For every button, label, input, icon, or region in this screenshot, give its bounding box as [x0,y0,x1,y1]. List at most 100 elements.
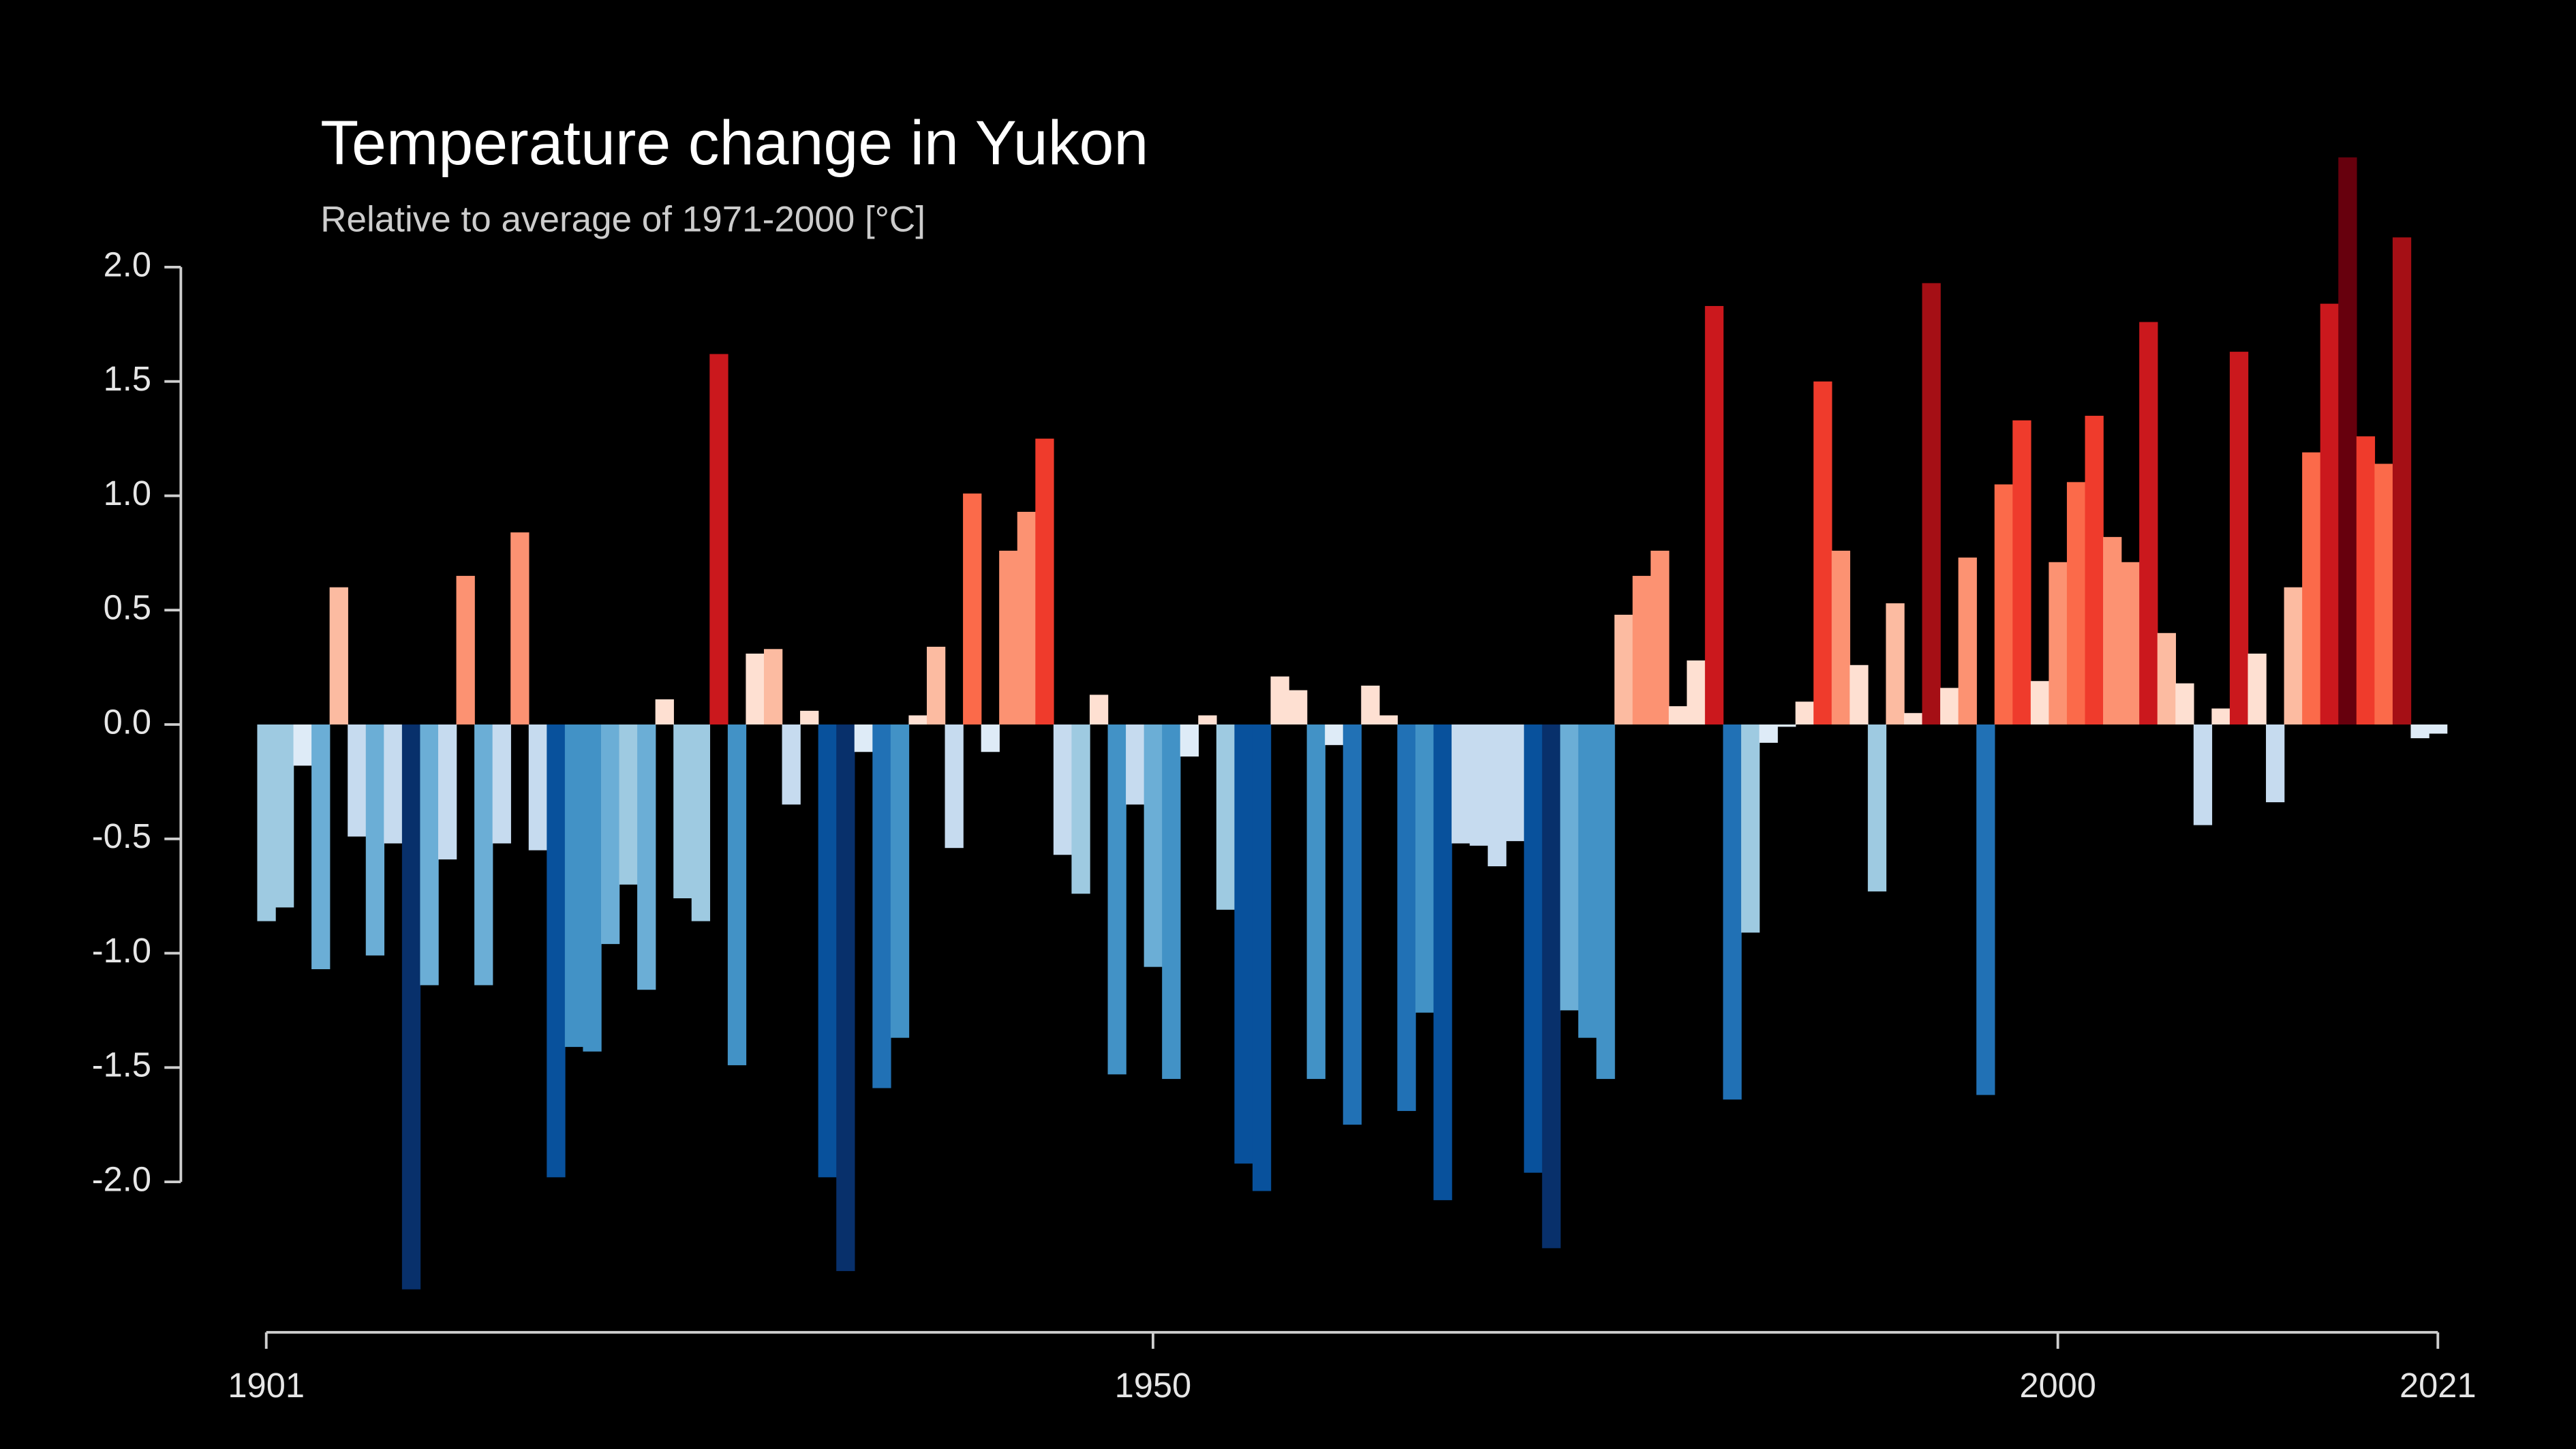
bar [456,575,475,724]
bar [709,354,729,724]
y-tick-label: -0.5 [92,817,151,855]
bar [293,724,312,766]
bar [1759,724,1778,743]
bar [1289,690,1308,724]
bar [727,724,747,1065]
bar [818,724,837,1178]
bar [1397,724,1416,1112]
bar [528,724,548,851]
bar [1488,724,1507,867]
bar [2284,587,2303,724]
bar [2030,681,2050,724]
bar [1035,438,1054,724]
bar [275,724,294,908]
bar [547,724,566,1178]
bar [1107,724,1126,1075]
bar [348,724,367,837]
bar [1252,724,1272,1191]
x-tick-label: 2000 [2019,1366,2096,1405]
bar [583,724,602,1052]
bar [2248,653,2267,724]
bar [1704,305,1724,724]
bar [1687,660,1706,724]
bar [420,724,439,986]
bar [1994,484,2013,724]
bar [365,724,385,956]
bar [2211,708,2230,724]
bar [1180,724,1199,757]
bar [1325,724,1344,746]
bar [1469,724,1488,846]
bar [474,724,493,986]
bar [836,724,855,1271]
bar [800,710,819,724]
bar [999,550,1018,724]
bar [2049,562,2068,724]
bar [1560,724,1579,1011]
bar [1813,381,1833,724]
bar [1524,724,1543,1173]
bar [763,649,783,724]
bar [2012,420,2031,724]
bar [1958,558,1977,724]
bar [1632,575,1651,724]
bar [401,724,421,1290]
bar [1614,614,1634,724]
bar [1741,724,1760,933]
bar [2121,562,2140,724]
bar [673,724,692,899]
bar [2229,352,2249,724]
y-tick-label: -1.5 [92,1046,151,1084]
bar [2066,482,2086,724]
y-tick-label: 2.0 [104,245,151,284]
bar [1306,724,1325,1080]
bar [311,724,331,970]
bar [1668,706,1687,724]
bar [890,724,910,1038]
bar [1126,724,1145,805]
bar [1361,685,1380,724]
bar [655,699,674,724]
bar [2193,724,2213,825]
bar [1886,603,1905,724]
bar [1343,724,1362,1125]
bar [1162,724,1181,1080]
bar [2356,436,2376,724]
bar [1777,724,1796,727]
x-tick-label: 1950 [1115,1366,1192,1405]
bar [1795,701,1814,724]
bar [1831,550,1850,724]
bar [746,653,765,724]
bar [1089,695,1109,724]
bar [1433,724,1452,1200]
chart-subtitle: Relative to average of 1971-2000 [°C] [320,199,925,239]
bar [2374,463,2393,724]
bar [1723,724,1742,1100]
bar [1867,724,1887,891]
bar [1415,724,1435,1013]
bar [908,715,927,724]
y-tick-label: 1.5 [104,359,151,398]
bar [2157,632,2176,724]
bar [1216,724,1236,910]
bar [2175,683,2194,724]
bar [1270,676,1289,724]
bar [2338,157,2357,724]
bar [1505,724,1525,842]
y-tick-label: 1.0 [104,474,151,513]
bar [384,724,403,844]
y-tick-label: -2.0 [92,1159,151,1198]
bar [564,724,584,1048]
bar [1234,724,1253,1164]
bar [1940,688,1959,724]
bar [2266,724,2285,803]
bar [1578,724,1597,1038]
bar [257,724,276,921]
x-tick-label: 1901 [228,1366,305,1405]
chart-title: Temperature change in Yukon [320,108,1148,178]
bar [1198,715,1217,724]
bar [2139,322,2158,724]
bar [981,724,1000,752]
bar [1017,511,1037,724]
